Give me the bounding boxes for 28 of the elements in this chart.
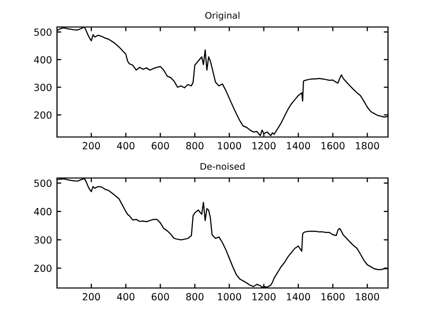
x-tick-label: 600 bbox=[152, 293, 169, 300]
x-tick-label: 1800 bbox=[356, 142, 380, 150]
y-tick-label: 200 bbox=[34, 111, 52, 119]
x-tick-label: 1000 bbox=[218, 293, 242, 300]
y-tick-label: 400 bbox=[34, 56, 52, 64]
x-tick-label: 1600 bbox=[322, 293, 345, 300]
x-tick-label: 800 bbox=[186, 293, 204, 300]
y-tick-label: 300 bbox=[34, 236, 52, 244]
x-tick-label: 1200 bbox=[252, 142, 276, 150]
y-tick-label: 400 bbox=[34, 208, 52, 216]
y-tick-label: 500 bbox=[34, 28, 52, 36]
x-tick-label: 800 bbox=[186, 142, 204, 150]
y-tick-label: 500 bbox=[34, 180, 52, 187]
y-tick-label: 300 bbox=[34, 84, 52, 92]
x-tick-label: 1400 bbox=[287, 142, 310, 150]
x-tick-label: 1200 bbox=[252, 293, 276, 300]
chart-title: Original bbox=[205, 12, 240, 21]
x-tick-label: 600 bbox=[152, 142, 169, 150]
y-tick-label: 200 bbox=[34, 264, 52, 272]
x-tick-label: 200 bbox=[82, 142, 100, 150]
x-tick-label: 1600 bbox=[322, 142, 345, 150]
x-tick-label: 400 bbox=[117, 142, 134, 150]
x-tick-label: 1800 bbox=[356, 293, 380, 300]
x-tick-label: 400 bbox=[117, 293, 134, 300]
chart-title: De-noised bbox=[200, 162, 244, 170]
x-tick-label: 1400 bbox=[287, 293, 310, 300]
x-tick-label: 1000 bbox=[218, 142, 242, 150]
x-tick-label: 200 bbox=[82, 293, 100, 300]
